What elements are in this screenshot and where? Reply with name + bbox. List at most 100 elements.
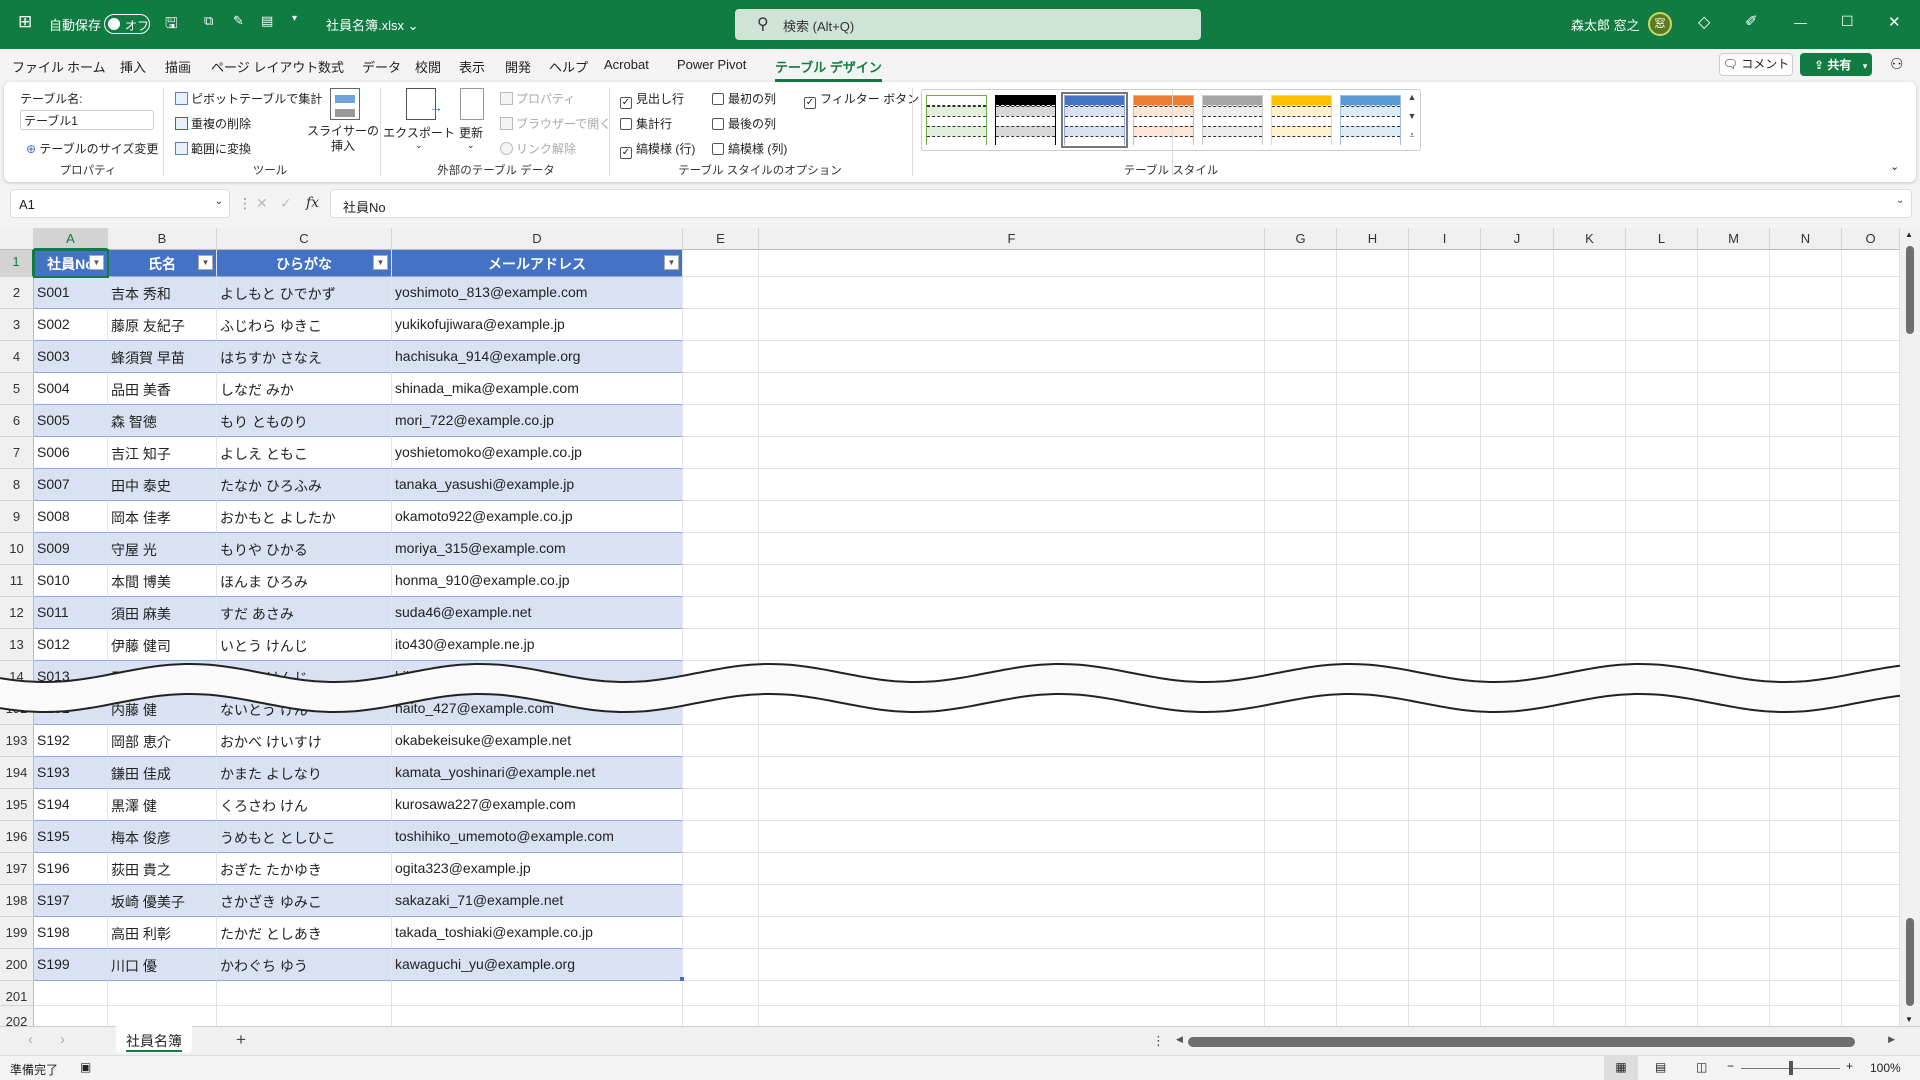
cell[interactable] [1770,501,1842,533]
cell[interactable] [683,693,759,725]
cell[interactable] [1265,629,1337,661]
cell[interactable] [1842,789,1900,821]
cell[interactable] [1626,597,1698,629]
cell[interactable] [1626,533,1698,565]
cell[interactable] [1481,437,1554,469]
cell[interactable] [1698,981,1770,1006]
cell[interactable] [1842,469,1900,501]
column-header-K[interactable]: K [1554,228,1626,250]
row-header[interactable]: 2 [0,277,34,309]
gallery-scroll-up-icon[interactable]: ▲ [1407,92,1417,102]
cell[interactable] [1481,853,1554,885]
cell[interactable] [1337,725,1409,757]
cell[interactable] [1337,501,1409,533]
zoom-out-button[interactable]: − [1727,1059,1735,1073]
table-cell[interactable]: 鎌田 佳成 [108,757,217,789]
last-column-checkbox[interactable]: 最後の列 [712,115,776,132]
cell[interactable] [1337,437,1409,469]
cell[interactable] [683,629,759,661]
tab-split-handle[interactable]: ⋮ [1152,1033,1165,1048]
column-header-O[interactable]: O [1842,228,1900,250]
cell[interactable] [1626,437,1698,469]
cell[interactable] [759,1006,1265,1026]
row-header[interactable]: 5 [0,373,34,405]
banded-columns-checkbox[interactable]: 縞模様 (列) [712,140,787,157]
cell[interactable] [1842,250,1900,277]
tab-file[interactable]: ファイル [12,60,65,75]
table-cell[interactable]: S198 [34,917,108,949]
table-cell[interactable]: okamoto922@example.co.jp [392,501,683,533]
horizontal-scroll-thumb[interactable] [1188,1037,1855,1047]
cell[interactable] [759,277,1265,309]
table-cell[interactable]: 品田 美香 [108,373,217,405]
cell[interactable] [1698,501,1770,533]
cell[interactable] [1337,1006,1409,1026]
share-dropdown-icon[interactable]: ▾ [1862,61,1868,71]
cell[interactable] [1842,981,1900,1006]
cell[interactable] [1626,341,1698,373]
table-cell[interactable]: S194 [34,789,108,821]
formula-input[interactable]: 社員No [330,189,1912,218]
cell[interactable] [759,949,1265,981]
row-header[interactable]: 194 [0,757,34,789]
cell[interactable] [1626,725,1698,757]
cell[interactable] [1409,309,1481,341]
cell[interactable] [1554,469,1626,501]
row-header[interactable]: 3 [0,309,34,341]
page-break-view-icon[interactable]: ◫ [1696,1060,1708,1074]
save-icon[interactable]: 🖫 [165,15,178,32]
table-cell[interactable]: うめもと としひこ [217,821,392,853]
cell[interactable] [1842,565,1900,597]
cell[interactable] [1626,629,1698,661]
first-column-checkbox[interactable]: 最初の列 [712,90,776,107]
cell[interactable] [1337,405,1409,437]
table-cell[interactable]: S010 [34,565,108,597]
cell[interactable] [392,1006,683,1026]
cell[interactable] [1698,917,1770,949]
cell[interactable] [1626,565,1698,597]
table-header-cell[interactable]: ひらがな ▼ [217,250,392,277]
cell[interactable] [1481,341,1554,373]
tab-formulas[interactable]: 数式 [318,60,345,75]
table-cell[interactable]: S195 [34,821,108,853]
table-cell[interactable]: たなか ひろふみ [217,469,392,501]
cell[interactable] [1626,853,1698,885]
table-cell[interactable]: 蜂須賀 早苗 [108,341,217,373]
gallery-more-icon[interactable]: ⩡ [1409,130,1415,140]
column-header-J[interactable]: J [1481,228,1554,250]
table-style-swatch[interactable] [1061,92,1128,148]
cell[interactable] [683,949,759,981]
cell[interactable] [1265,757,1337,789]
cell[interactable] [1842,853,1900,885]
table-cell[interactable]: 岡本 佳孝 [108,501,217,533]
cell[interactable] [1337,597,1409,629]
cell[interactable] [683,341,759,373]
cell[interactable] [1698,629,1770,661]
form-icon[interactable]: ▤ [261,13,274,28]
zoom-level[interactable]: 100% [1870,1061,1901,1075]
total-row-checkbox[interactable]: 集計行 [620,115,672,132]
row-header[interactable]: 8 [0,469,34,501]
cell[interactable] [683,597,759,629]
table-cell[interactable]: S002 [34,309,108,341]
table-cell[interactable]: 岡部 恵介 [108,725,217,757]
row-header[interactable]: 197 [0,853,34,885]
tab-review[interactable]: 校閲 [415,60,442,75]
cell[interactable] [759,725,1265,757]
cell[interactable] [1481,917,1554,949]
name-box[interactable]: A1 ⌄ [10,189,230,218]
cell[interactable] [108,981,217,1006]
cell[interactable] [1626,981,1698,1006]
cell[interactable] [1770,1006,1842,1026]
cell[interactable] [683,250,759,277]
cell[interactable] [1842,757,1900,789]
cell[interactable] [1554,501,1626,533]
table-cell[interactable]: S006 [34,437,108,469]
cell[interactable] [1770,629,1842,661]
cell[interactable] [1698,789,1770,821]
cell[interactable] [683,565,759,597]
cell[interactable] [1698,341,1770,373]
cell[interactable] [1554,309,1626,341]
cell[interactable] [1554,373,1626,405]
cell[interactable] [1337,629,1409,661]
